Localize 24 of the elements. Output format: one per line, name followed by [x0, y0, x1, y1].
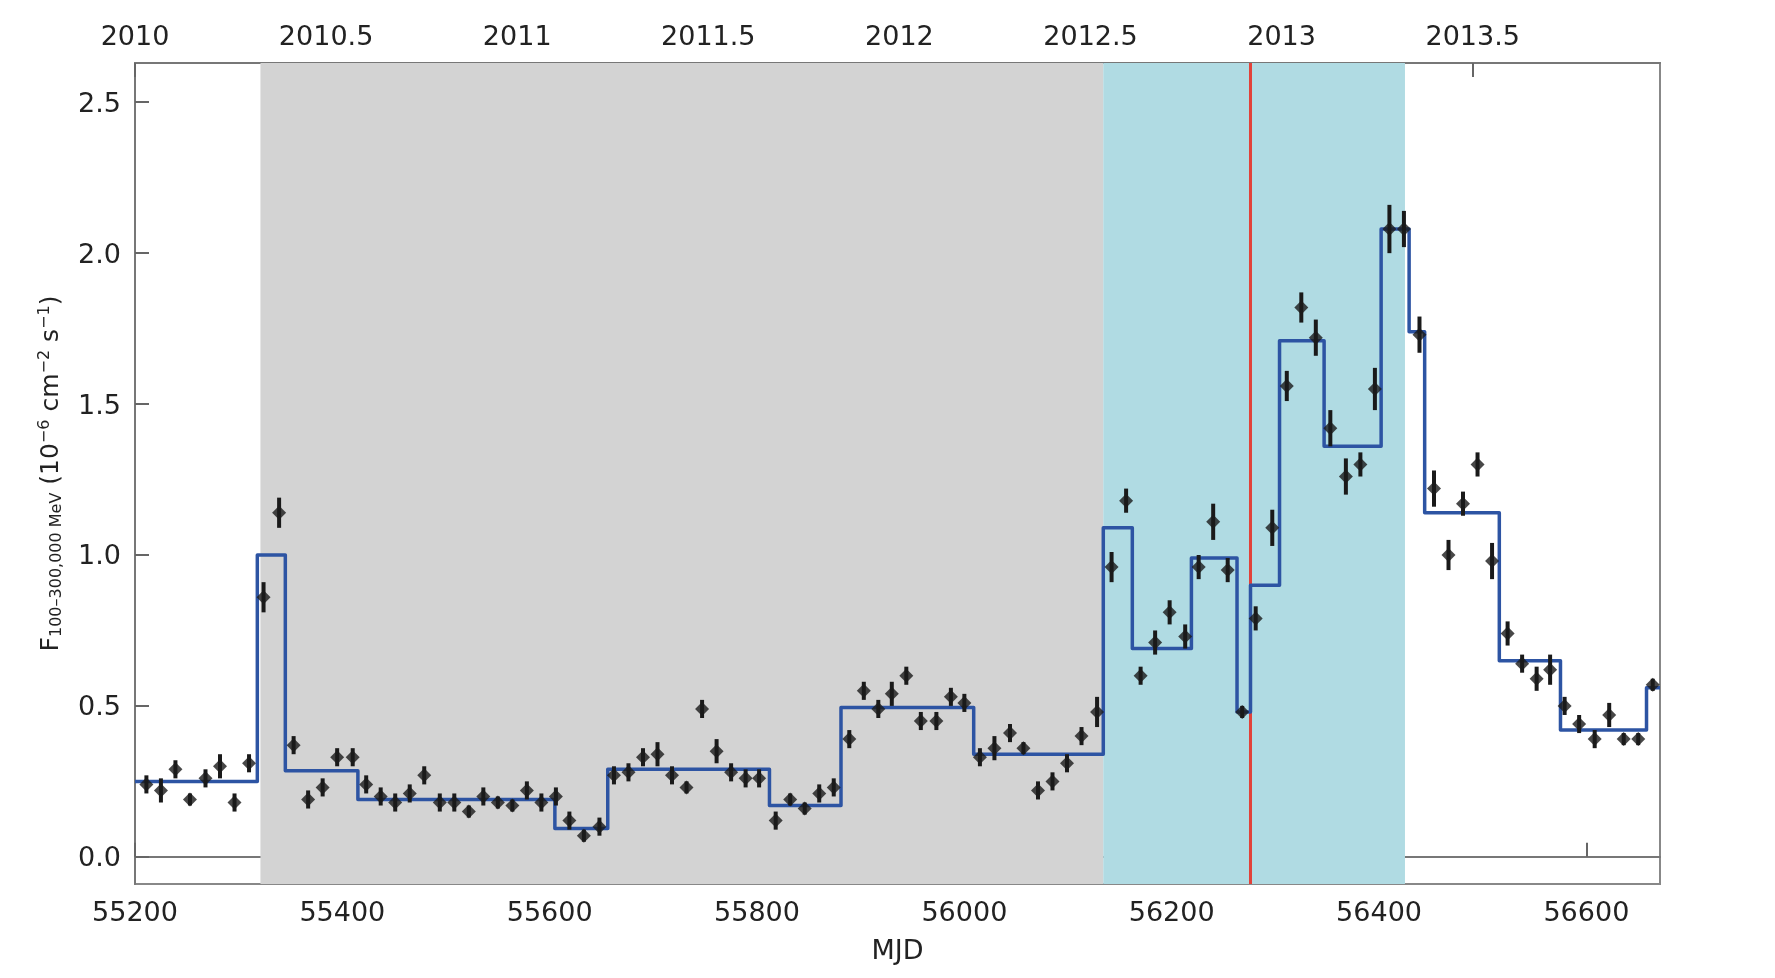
- x-tick-label: 55800: [714, 896, 800, 927]
- x-axis-title: MJD: [871, 934, 924, 965]
- x2-tick-label: 2012: [865, 20, 934, 51]
- x-tick-label: 55600: [506, 896, 593, 927]
- y-tick-label: 0.5: [78, 690, 121, 722]
- y-tick-label: 1.5: [78, 388, 121, 420]
- x2-tick-label: 2012.5: [1043, 20, 1138, 51]
- x2-tick-label: 2011: [482, 20, 552, 51]
- y-tick-label: 1.0: [78, 539, 121, 571]
- x2-tick-label: 2013.5: [1425, 20, 1520, 51]
- x2-tick-label: 2011.5: [661, 20, 756, 51]
- x-tick-label: 55400: [299, 896, 386, 927]
- x-tick-label: 56600: [1543, 896, 1630, 927]
- x-tick-label: 55200: [92, 896, 178, 927]
- x-tick-label: 56400: [1336, 896, 1422, 927]
- x-tick-label: 56200: [1128, 896, 1215, 927]
- y-tick-label: 0.0: [78, 841, 121, 873]
- text: F100–300,000 MeV (10−6 cm−2 s−1): [33, 295, 65, 652]
- x2-tick-label: 2010: [100, 20, 170, 51]
- x2-tick-label: 2010.5: [278, 20, 374, 51]
- x2-tick-label: 2013: [1247, 20, 1316, 51]
- y-tick-label: 2.0: [78, 237, 121, 269]
- x-tick-label: 56000: [921, 896, 1008, 927]
- y-tick-label: 2.5: [78, 86, 121, 118]
